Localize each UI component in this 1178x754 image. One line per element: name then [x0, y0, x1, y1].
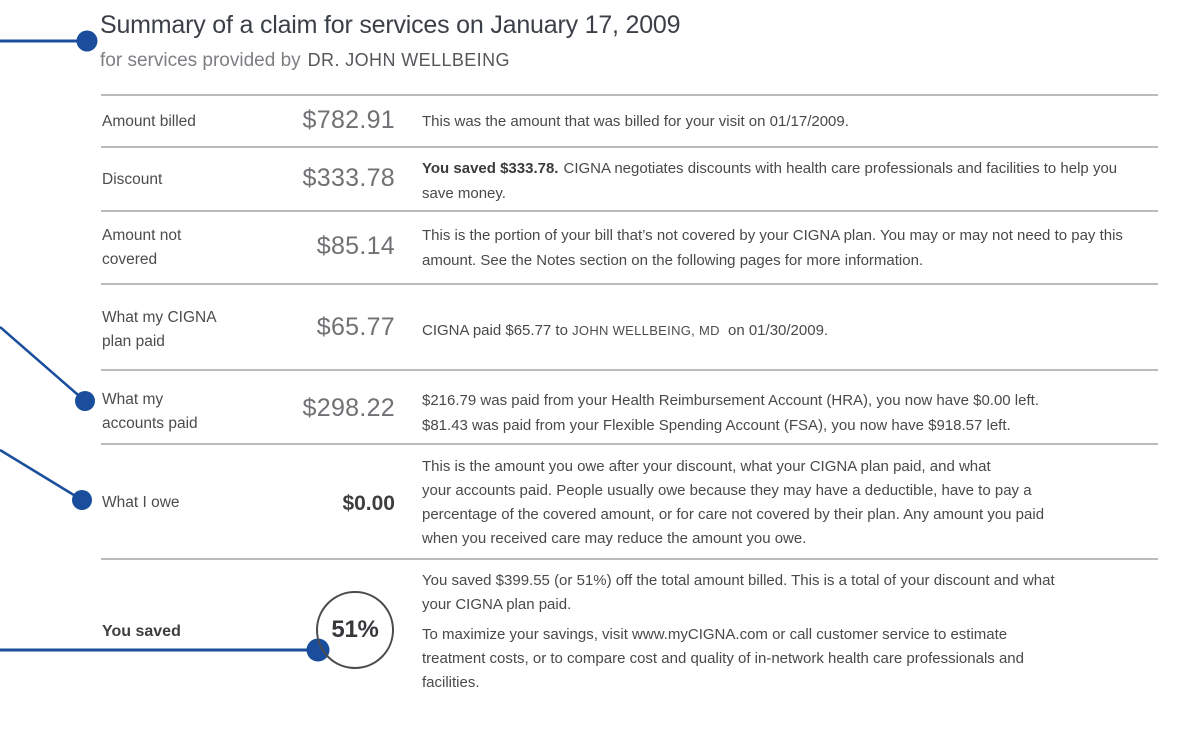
- you-saved-para2-line: To maximize your savings, visit www.myCI…: [422, 626, 1008, 643]
- accounts-paid-line-fsa: $81.43 was paid from your Flexible Spend…: [422, 417, 1011, 434]
- row-label-accounts-paid: What my accounts paid: [102, 391, 198, 432]
- table-rule: [101, 94, 1158, 96]
- row-desc-you-saved: You saved $399.55 (or 51%) off the total…: [422, 569, 1142, 695]
- row-amount-cigna-plan-paid: $65.77: [316, 313, 395, 341]
- page-subtitle: for services provided by DR. JOHN WELLBEI…: [100, 50, 860, 72]
- callout-line-what-i-owe: [0, 448, 83, 502]
- callout-dot-what-i-owe: [72, 490, 92, 510]
- you-saved-para2-line: treatment costs, or to compare cost and …: [422, 650, 1024, 667]
- callout-what-i-owe: [0, 448, 92, 510]
- table-rule: [101, 558, 1158, 560]
- you-saved-para2: To maximize your savings, visit www.myCI…: [422, 623, 1142, 695]
- plan-paid-provider: JOHN WELLBEING, MD: [572, 323, 720, 338]
- row-desc-discount: You saved $333.78. CIGNA negotiates disco…: [422, 156, 1142, 206]
- you-saved-para1-line: your CIGNA plan paid.: [422, 596, 572, 613]
- row-label-you-saved: You saved: [102, 623, 181, 640]
- what-i-owe-desc-line: percentage of the covered amount, or for…: [422, 506, 1045, 523]
- row-desc-accounts-paid: $216.79 was paid from your Health Reimbu…: [422, 388, 1142, 438]
- what-i-owe-desc-line: This is the amount you owe after your di…: [422, 458, 991, 475]
- accounts-paid-line-hra: $216.79 was paid from your Health Reimbu…: [422, 392, 1039, 409]
- savings-percent-value: 51%: [331, 616, 379, 643]
- row-amount-accounts-paid: $298.22: [302, 394, 395, 422]
- row-amount-amount-not-covered: $85.14: [316, 232, 395, 260]
- row-label-discount: Discount: [102, 171, 163, 188]
- row-label-amount-billed: Amount billed: [102, 113, 196, 130]
- table-rule: [101, 210, 1158, 212]
- callout-accounts-paid: [0, 326, 95, 411]
- you-saved-para2-line: facilities.: [422, 674, 480, 691]
- discount-desc-bold: You saved $333.78.: [422, 160, 559, 177]
- row-label-cigna-plan-paid: What my CIGNA plan paid: [102, 309, 216, 350]
- callout-line-accounts-paid: [0, 326, 86, 402]
- callout-dot-title: [76, 30, 98, 52]
- row-amount-amount-billed: $782.91: [302, 106, 395, 134]
- plan-paid-desc-pre: CIGNA paid $65.77 to: [422, 322, 568, 339]
- table-rule: [101, 146, 1158, 148]
- subtitle-prefix: for services provided by: [100, 50, 301, 71]
- row-amount-discount: $333.78: [302, 164, 395, 192]
- table-rule: [101, 443, 1158, 445]
- row-desc-what-i-owe: This is the amount you owe after your di…: [422, 455, 1142, 551]
- discount-desc-rest: CIGNA negotiates discounts with health c…: [422, 160, 1118, 202]
- what-i-owe-desc-line: your accounts paid. People usually owe b…: [422, 482, 1032, 499]
- row-label-what-i-owe: What I owe: [102, 494, 180, 511]
- table-rule: [101, 369, 1158, 371]
- row-label-amount-not-covered: Amount not covered: [102, 227, 182, 268]
- page-title: Summary of a claim for services on Janua…: [100, 11, 681, 39]
- callout-dot-accounts-paid: [75, 391, 95, 411]
- what-i-owe-desc-line: when you received care may reduce the am…: [422, 530, 807, 547]
- row-desc-amount-billed: This was the amount that was billed for …: [422, 113, 849, 130]
- row-desc-amount-not-covered: This is the portion of your bill that’s …: [422, 227, 1123, 269]
- you-saved-para1: You saved $399.55 (or 51%) off the total…: [422, 569, 1142, 617]
- provider-name: DR. JOHN WELLBEING: [307, 50, 510, 70]
- savings-percent-circle: 51%: [316, 591, 394, 669]
- row-desc-cigna-plan-paid: CIGNA paid $65.77 to JOHN WELLBEING, MD …: [422, 318, 1142, 343]
- callout-title: [0, 30, 98, 52]
- table-rule: [101, 283, 1158, 285]
- row-amount-what-i-owe: $0.00: [342, 492, 395, 515]
- you-saved-para1-line: You saved $399.55 (or 51%) off the total…: [422, 572, 1055, 589]
- plan-paid-desc-post: on 01/30/2009.: [727, 322, 829, 339]
